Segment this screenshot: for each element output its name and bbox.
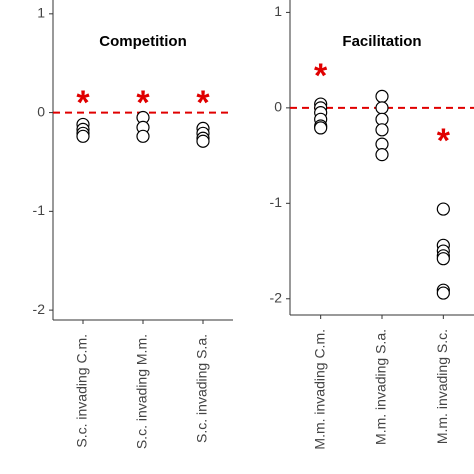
x-tick-label: M.m. invading S.c. bbox=[434, 329, 450, 444]
significance-marker: * bbox=[136, 84, 150, 122]
significance-marker: * bbox=[437, 122, 451, 160]
point bbox=[314, 121, 328, 135]
y-tick-label: -1 bbox=[33, 202, 46, 218]
y-tick-label: 1 bbox=[37, 5, 45, 21]
y-tick-label: 0 bbox=[274, 99, 282, 115]
y-tick-label: 1 bbox=[274, 3, 282, 19]
significance-marker: * bbox=[196, 84, 210, 122]
significance-marker: * bbox=[76, 84, 90, 122]
point bbox=[436, 202, 450, 216]
panel-title: Competition bbox=[99, 33, 187, 50]
panel-title: Facilitation bbox=[342, 33, 421, 50]
point bbox=[375, 89, 389, 104]
point bbox=[436, 286, 450, 300]
point bbox=[375, 148, 389, 162]
point bbox=[436, 252, 450, 266]
point bbox=[375, 101, 389, 115]
x-tick-label: M.m. invading C.m. bbox=[311, 329, 327, 450]
point bbox=[375, 123, 389, 137]
y-tick-label: -2 bbox=[270, 289, 283, 305]
point bbox=[76, 129, 90, 143]
point bbox=[136, 129, 150, 143]
y-tick-label: -1 bbox=[270, 194, 283, 210]
x-tick-label: S.c. invading C.m. bbox=[74, 334, 90, 448]
y-tick-label: 0 bbox=[37, 103, 45, 119]
point bbox=[196, 134, 210, 148]
y-tick-label: -2 bbox=[33, 301, 46, 317]
significance-marker: * bbox=[314, 57, 328, 95]
x-tick-label: M.m. invading S.a. bbox=[373, 329, 389, 445]
x-tick-label: S.c. invading M.m. bbox=[134, 334, 150, 449]
x-tick-label: S.c. invading S.a. bbox=[194, 334, 210, 443]
